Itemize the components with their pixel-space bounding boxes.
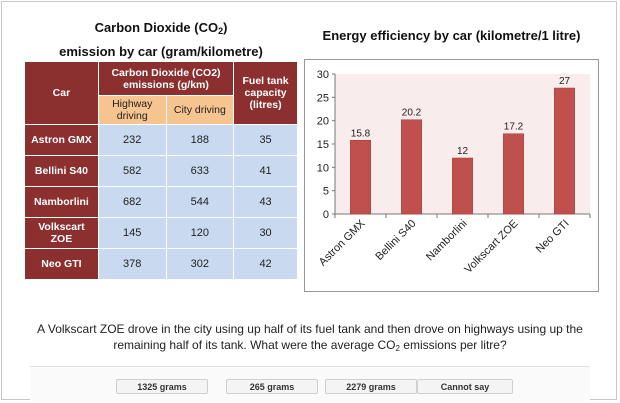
table-row: Neo GTI 378 302 42 bbox=[25, 249, 297, 279]
header-fuel: Fuel tank capacity (litres) bbox=[234, 62, 297, 124]
cell-fuel: 41 bbox=[234, 156, 297, 186]
header-city: City driving bbox=[166, 96, 234, 124]
cell-fuel: 30 bbox=[234, 218, 297, 248]
header-co2: Carbon Dioxide (CO2) emissions (g/km) bbox=[98, 62, 234, 95]
bar-data-label: 27 bbox=[559, 76, 571, 87]
answer-button-1[interactable]: 1325 grams bbox=[116, 379, 208, 394]
table-title-line2: emission by car (gram/kilometre) bbox=[59, 44, 263, 59]
cell-highway: 145 bbox=[98, 218, 166, 248]
answer-button-4[interactable]: Cannot say bbox=[417, 379, 513, 394]
x-tick-label: Bellini S40 bbox=[373, 218, 418, 263]
bar bbox=[350, 140, 371, 215]
y-tick-label: 5 bbox=[323, 186, 329, 198]
bar bbox=[452, 157, 473, 215]
bar bbox=[554, 87, 575, 215]
chart-box: 0 5 10 15 20 25 30 15.8 Astron GMX 20.2 Bellini S4… bbox=[304, 59, 599, 292]
cell-highway: 232 bbox=[98, 125, 166, 155]
answer-button-2[interactable]: 265 grams bbox=[226, 379, 318, 394]
x-tick-label: Volkscart ZOE bbox=[462, 218, 520, 276]
y-tick-label: 15 bbox=[317, 139, 329, 151]
row-car-name: Volkscart ZOE bbox=[25, 218, 98, 248]
chart-title: Energy efficiency by car (kilometre/1 li… bbox=[322, 28, 581, 43]
cell-city: 633 bbox=[166, 156, 234, 186]
cell-fuel: 35 bbox=[234, 125, 297, 155]
bar bbox=[503, 133, 524, 215]
table-title: Carbon Dioxide (CO2) emission by car (gr… bbox=[24, 19, 298, 61]
cell-highway: 682 bbox=[98, 187, 166, 217]
header-highway: Highway driving bbox=[98, 96, 166, 124]
cell-city: 302 bbox=[166, 249, 234, 279]
x-tick-label: Astron GMX bbox=[317, 217, 368, 268]
y-tick-label: 30 bbox=[317, 69, 329, 81]
y-tick-label: 0 bbox=[323, 209, 329, 221]
table-row: Astron GMX 232 188 35 bbox=[25, 125, 297, 155]
bar-data-label: 12 bbox=[457, 146, 469, 157]
y-tick-label: 10 bbox=[317, 162, 329, 174]
row-car-name: Namborlini bbox=[25, 187, 98, 217]
cell-fuel: 43 bbox=[234, 187, 297, 217]
cell-highway: 582 bbox=[98, 156, 166, 186]
header-car: Car bbox=[25, 62, 98, 124]
bar-chart: 0 5 10 15 20 25 30 15.8 Astron GMX 20.2 Bellini S4… bbox=[317, 69, 591, 276]
table-row: Volkscart ZOE 145 120 30 bbox=[25, 218, 297, 248]
table-row: Bellini S40 582 633 41 bbox=[25, 156, 297, 186]
cell-fuel: 42 bbox=[234, 249, 297, 279]
bar-data-label: 17.2 bbox=[504, 122, 524, 133]
row-car-name: Astron GMX bbox=[25, 125, 98, 155]
bar-data-label: 15.8 bbox=[351, 128, 371, 139]
cell-city: 120 bbox=[166, 218, 234, 248]
y-tick-label: 20 bbox=[317, 116, 329, 128]
bar-data-label: 20.2 bbox=[402, 108, 422, 119]
question-text: A Volkscart ZOE drove in the city using … bbox=[37, 322, 583, 353]
cell-city: 188 bbox=[166, 125, 234, 155]
x-tick-label: Neo GTI bbox=[534, 218, 572, 256]
answer-bar: 1325 grams 265 grams 2279 grams Cannot s… bbox=[30, 366, 590, 401]
y-tick-label: 25 bbox=[317, 92, 329, 104]
cell-city: 544 bbox=[166, 187, 234, 217]
co2-table: Car Carbon Dioxide (CO2) emissions (g/km… bbox=[24, 61, 298, 280]
row-car-name: Neo GTI bbox=[25, 249, 98, 279]
bar bbox=[401, 119, 422, 215]
table-row: Namborlini 682 544 43 bbox=[25, 187, 297, 217]
x-tick-label: Namborlini bbox=[424, 218, 470, 264]
cell-highway: 378 bbox=[98, 249, 166, 279]
row-car-name: Bellini S40 bbox=[25, 156, 98, 186]
answer-button-3[interactable]: 2279 grams bbox=[325, 379, 417, 394]
table-title-line1: Carbon Dioxide (CO2) bbox=[94, 20, 228, 36]
